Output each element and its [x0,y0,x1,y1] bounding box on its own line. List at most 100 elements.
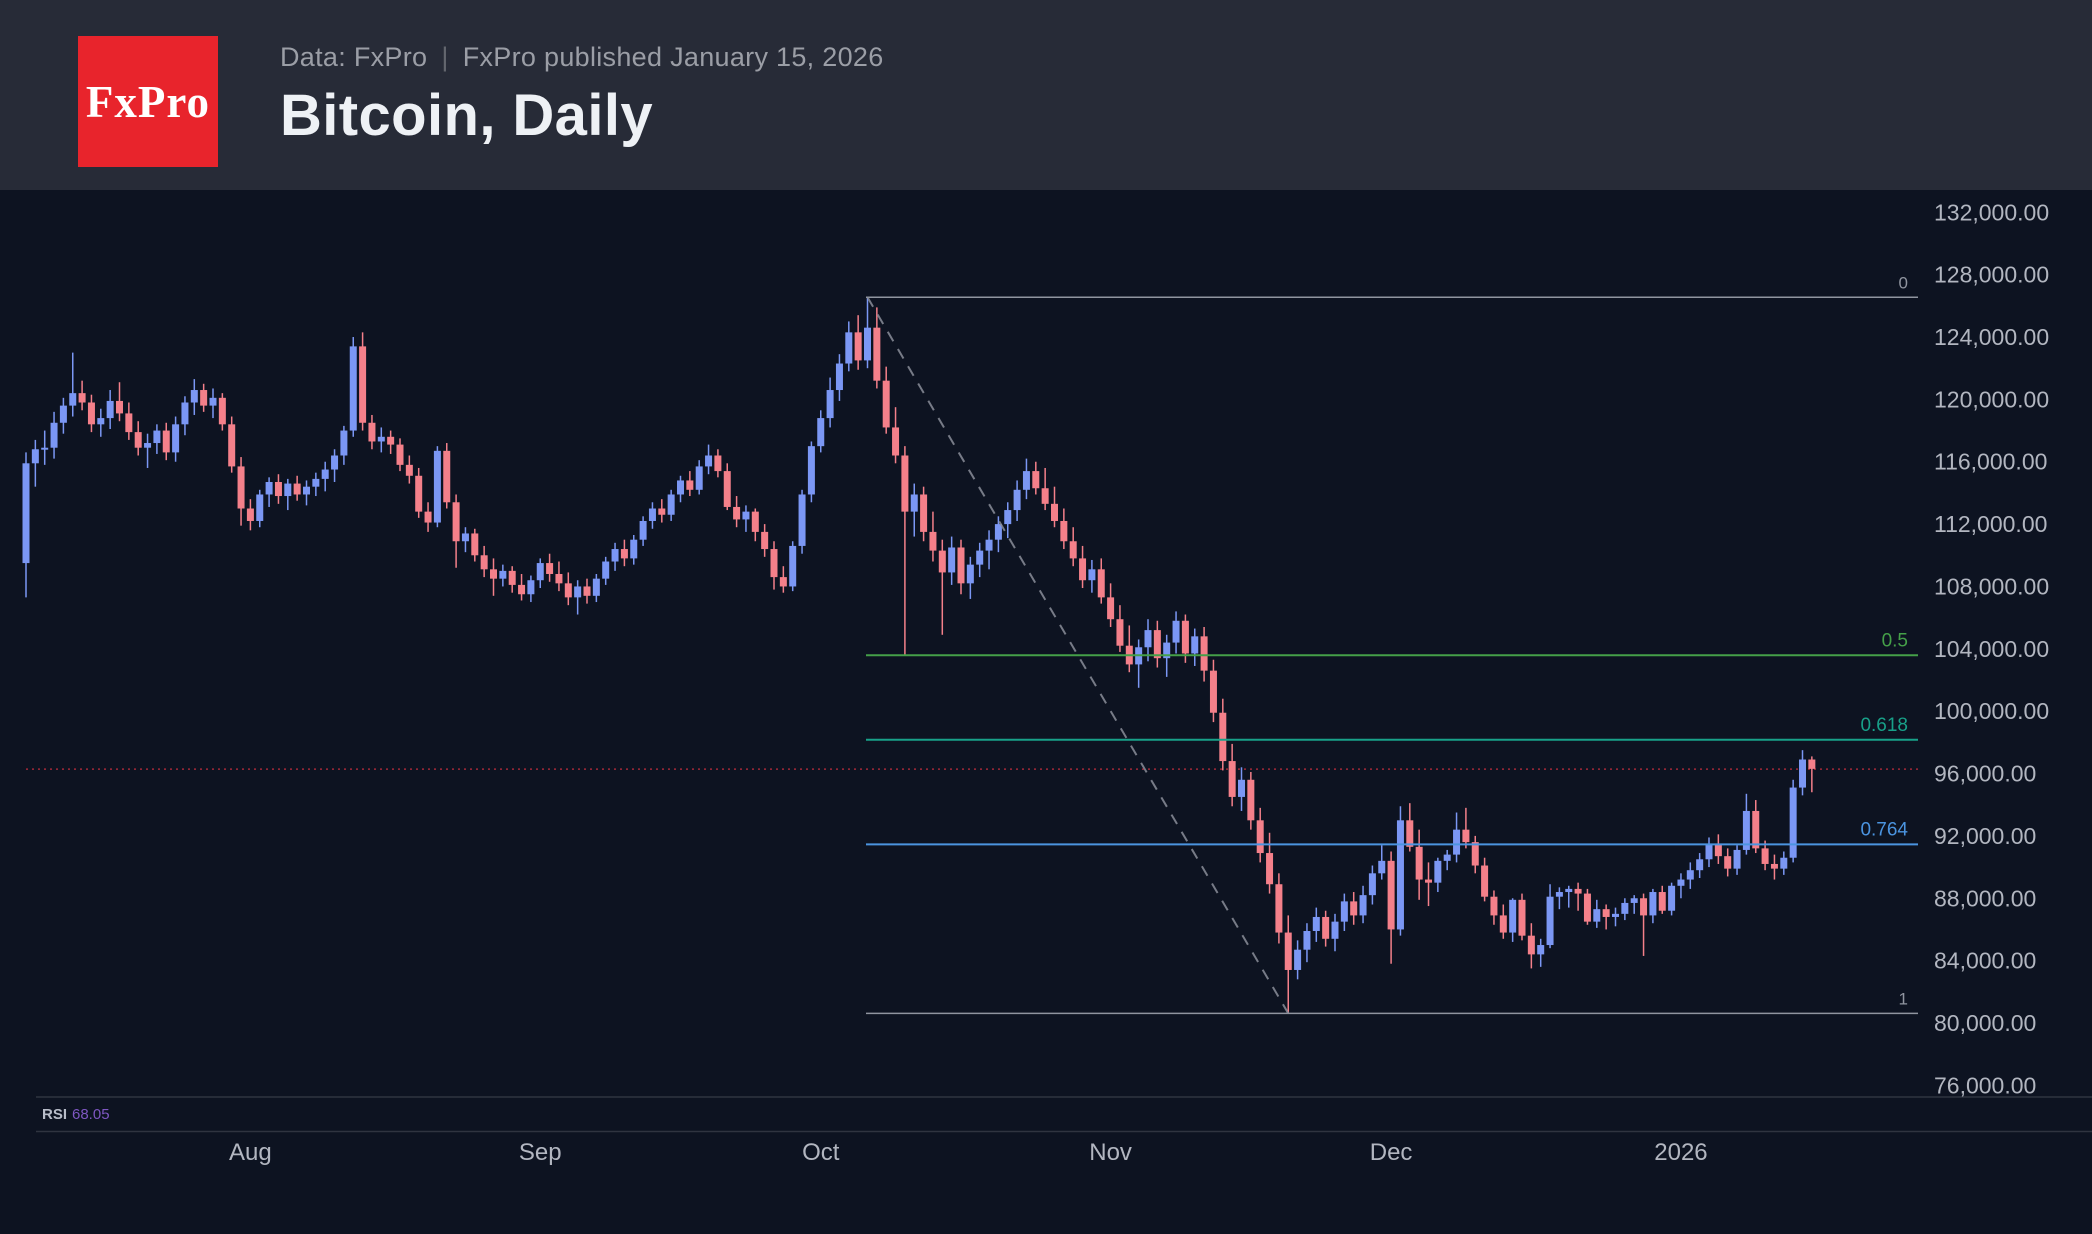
candle-up [1630,898,1638,903]
price-tick-label: 88,000.00 [1934,885,2036,911]
candle-down [761,531,769,550]
candle-up [50,422,58,448]
candle-down [125,413,133,433]
price-tick-label: 128,000.00 [1934,262,2049,288]
candle-up [265,482,273,495]
candle-up [1434,860,1442,883]
candle-down [1752,810,1760,849]
candle-down [658,508,666,515]
chart-source-line: Data: FxPro | FxPro published January 15, … [280,42,884,73]
candle-up [695,466,703,490]
candle-down [901,455,909,512]
candle-down [1658,892,1666,911]
price-tick-label: 96,000.00 [1934,761,2036,787]
candle-up [1022,471,1030,490]
candle-up [1593,909,1601,922]
candle-up [106,400,114,419]
candles-layer [22,298,1816,1014]
rsi-pane: RSI 68.05 [42,1106,110,1123]
price-tick-label: 108,000.00 [1934,573,2049,599]
candle-up [864,327,871,361]
candle-up [41,447,49,450]
candle-up [1742,810,1750,850]
candle-up [639,520,647,540]
candle-up [1546,896,1554,946]
candle-down [218,397,226,425]
candle-up [433,450,441,523]
candle-up [1004,510,1012,525]
rsi-value: 68.05 [72,1106,110,1123]
candle-up [59,405,67,423]
candle-down [1770,863,1778,869]
price-axis[interactable]: 132,000.00 128,000.00 124,000.00 120,000.00… [1934,199,2049,1098]
candle-down [424,511,432,523]
price-tick-label: 100,000.00 [1934,698,2049,724]
candle-up [994,524,1002,540]
candle-down [1060,520,1068,542]
candle-up [22,463,30,564]
candle-down [1181,620,1189,654]
price-tick-label: 116,000.00 [1934,449,2047,475]
candle-down [892,427,900,456]
candle-down [78,393,86,403]
time-axis[interactable]: Aug Sep Oct Nov Dec 2026 [229,1139,1708,1166]
candle-down [751,511,759,532]
candle-down [396,444,404,465]
candle-down [116,400,123,414]
candle-down [1322,916,1330,939]
month-tick-label: Aug [229,1139,272,1166]
candle-up [172,424,180,453]
rsi-label: RSI [42,1106,67,1123]
candle-up [1509,899,1517,933]
candle-up [1453,829,1461,855]
candle-down [779,577,787,587]
candle-down [1406,820,1414,847]
candle-down [1097,569,1105,598]
candle-down [1041,488,1049,504]
candle-down [237,466,245,509]
candle-up [153,430,161,444]
candle-down [471,533,479,556]
candle-down [854,332,862,361]
page-title: Bitcoin, Daily [280,83,653,148]
month-tick-label: Dec [1370,1139,1413,1166]
candle-up [742,511,750,520]
candle-down [1462,829,1470,843]
candle-up [1565,888,1573,893]
candle-down [1107,597,1115,620]
candle-up [1340,901,1348,922]
candle-up [209,397,217,406]
candle-up [574,586,582,598]
candle-down [564,583,572,598]
candle-down [87,402,95,425]
candle-up [144,443,152,448]
candle-down [387,436,395,445]
candle-down [938,550,946,573]
price-tick-label: 104,000.00 [1934,636,2049,662]
candle-up [303,486,310,495]
candle-down [1527,935,1535,955]
candle-up [1686,870,1694,880]
candle-up [1359,895,1367,916]
candle-down [723,471,731,507]
candle-down [162,430,170,453]
candle-up [31,449,39,464]
candle-up [1303,930,1311,950]
candle-down [1069,541,1077,559]
candle-down [246,508,254,521]
candle-up [190,390,198,403]
price-tick-label: 76,000.00 [1934,1072,2036,1098]
candle-up [948,547,956,573]
candle-down [733,506,741,520]
candle-up [602,561,610,579]
candle-down [1518,899,1526,936]
candle-up [705,455,713,467]
candle-up [1705,843,1713,860]
candle-up [835,363,843,391]
fib-level-label: 0.764 [1860,819,1908,840]
fib-level-label: 0.5 [1882,630,1908,651]
price-tick-label: 120,000.00 [1934,386,2049,412]
candle-up [256,494,264,521]
candle-up [527,580,535,595]
